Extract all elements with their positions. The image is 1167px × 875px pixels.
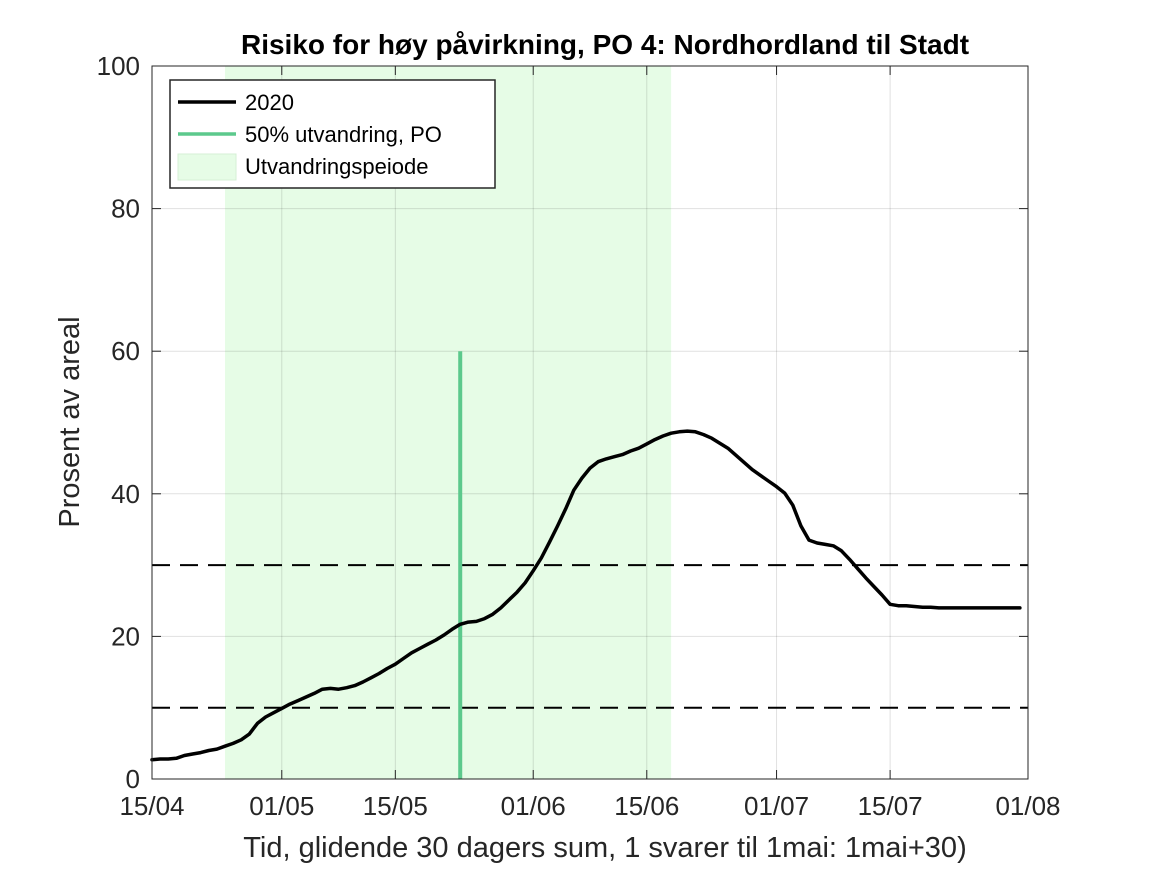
chart-title: Risiko for høy påvirkning, PO 4: Nordhor… [241,29,969,60]
x-tick-label-3: 01/06 [501,791,566,821]
y-axis-label: Prosent av areal [54,316,86,527]
x-tick-label-0: 15/04 [119,791,184,821]
legend-label-2020: 2020 [245,90,294,115]
x-tick-label-6: 15/07 [858,791,923,821]
x-tick-label-7: 01/08 [995,791,1060,821]
x-tick-label-2: 15/05 [363,791,428,821]
legend-label-vline: 50% utvandring, PO [245,122,442,147]
y-tick-label-5: 100 [97,51,140,81]
y-tick-label-2: 40 [111,479,140,509]
series-line-2020 [150,429,1022,762]
x-tick-label-4: 15/06 [614,791,679,821]
y-tick-label-0: 0 [126,764,140,794]
legend-label-period: Utvandringspeiode [245,154,428,179]
plot-frame [151,65,1029,780]
y-tick-label-3: 60 [111,336,140,366]
legend-swatch-period [177,153,237,181]
x-axis-label: Tid, glidende 30 dagers sum, 1 svarer ti… [243,832,966,864]
legend: 2020 50% utvandring, PO Utvandringspeiod… [169,79,496,189]
y-tick-label-1: 20 [111,621,140,651]
y-tick-label-4: 80 [111,194,140,224]
x-tick-label-1: 01/05 [249,791,314,821]
x-tick-label-5: 01/07 [744,791,809,821]
